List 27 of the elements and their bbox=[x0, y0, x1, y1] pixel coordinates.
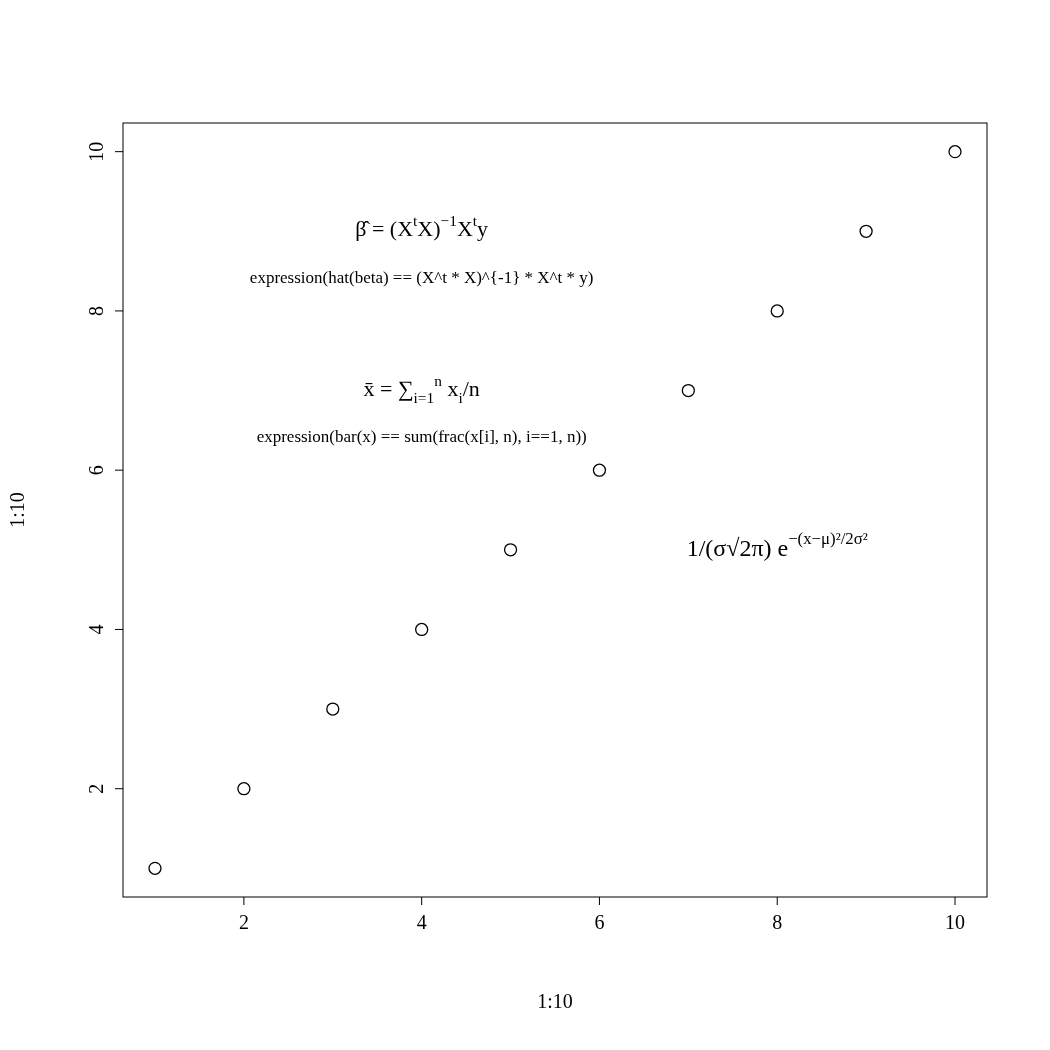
x-tick-label: 10 bbox=[945, 911, 965, 933]
annotation: expression(hat(beta) == (X^t * X)^{-1} * X^t * y) bbox=[249, 267, 594, 287]
x-tick-label: 2 bbox=[238, 911, 249, 933]
annotation: x̄ = ∑$_{i=1}$$^{n}$ x$_{i}$/n bbox=[363, 371, 480, 406]
annotation: 1/(σ√2π) e$^{−(x−μ)²/2σ²}$ bbox=[686, 529, 868, 561]
y-axis-title: 1:10 bbox=[6, 492, 28, 528]
x-tick-label: 4 bbox=[416, 911, 427, 933]
point bbox=[859, 224, 873, 238]
point bbox=[326, 702, 340, 716]
x-tick-label: 6 bbox=[594, 911, 605, 933]
y-tick-label: 8 bbox=[85, 305, 107, 316]
y-tick-label: 2 bbox=[85, 783, 107, 794]
x-tick-label: 8 bbox=[772, 911, 783, 933]
point bbox=[592, 463, 607, 477]
point bbox=[503, 543, 518, 557]
x-axis-title: 1:10 bbox=[537, 990, 573, 1012]
y-tick-label: 4 bbox=[85, 624, 107, 635]
y-tick-label: 6 bbox=[85, 465, 107, 476]
point bbox=[148, 861, 162, 875]
point bbox=[415, 622, 429, 637]
point bbox=[681, 383, 695, 398]
point bbox=[770, 304, 784, 318]
annotation: expression(bar(x) == sum(frac(x[i], n), i==1, n)) bbox=[256, 427, 587, 447]
point bbox=[948, 145, 962, 159]
annotation: β̂ = (X$^{t}$X)$^{−1}$X$^{t}$y bbox=[355, 212, 489, 242]
y-tick-label: 10 bbox=[85, 141, 107, 162]
point bbox=[237, 782, 251, 796]
